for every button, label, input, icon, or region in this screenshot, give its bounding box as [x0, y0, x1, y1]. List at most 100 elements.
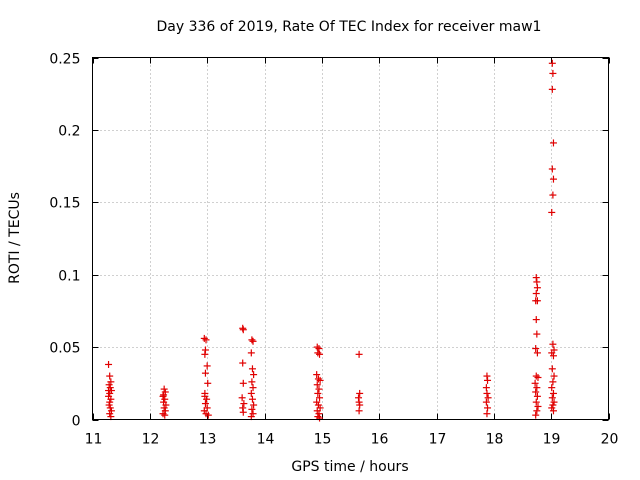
x-tick-label: 16: [371, 432, 389, 448]
data-point: [483, 389, 491, 397]
data-point: [316, 376, 324, 384]
data-point: [531, 379, 539, 387]
data-point: [201, 350, 209, 358]
data-point: [250, 371, 258, 379]
data-point: [532, 372, 540, 380]
plot-frame: [92, 57, 609, 420]
chart-title: Day 336 of 2019, Rate Of TEC Index for r…: [157, 19, 542, 35]
x-tick-label: 19: [543, 432, 561, 448]
y-axis-label: ROTI / TECUs: [7, 192, 23, 284]
data-point: [549, 340, 557, 348]
data-point: [482, 398, 490, 406]
x-tick-labels: 11 12 13 14 15 16 17 18 19 20: [85, 432, 619, 448]
data-point: [249, 337, 257, 345]
data-point: [548, 394, 556, 402]
data-point: [204, 379, 212, 387]
data-point: [105, 360, 113, 368]
x-tick-label: 13: [199, 432, 217, 448]
data-point: [355, 350, 363, 358]
data-point: [249, 384, 257, 392]
data-point: [532, 345, 540, 353]
data-point: [534, 374, 542, 382]
data-point: [548, 365, 556, 373]
data-point: [316, 350, 324, 358]
data-point: [532, 290, 540, 298]
data-point: [248, 378, 256, 386]
data-point: [548, 85, 556, 93]
data-point: [315, 385, 323, 393]
y-tick-label: 0.2: [58, 124, 80, 140]
y-tick-label: 0.1: [58, 269, 80, 285]
data-point: [314, 389, 322, 397]
data-point: [202, 336, 210, 344]
data-point: [248, 336, 256, 344]
data-point: [533, 297, 541, 305]
data-point: [201, 369, 209, 377]
data-point: [248, 395, 256, 403]
data-point: [239, 379, 247, 387]
data-point: [160, 391, 168, 399]
data-point: [549, 378, 557, 386]
data-point: [533, 284, 541, 292]
data-point: [533, 407, 541, 415]
data-point: [548, 165, 556, 173]
data-point: [533, 384, 541, 392]
data-point: [204, 411, 212, 419]
data-point: [548, 384, 556, 392]
data-point: [483, 410, 491, 418]
data-point: [313, 381, 321, 389]
data-point: [247, 349, 255, 357]
data-point: [316, 394, 324, 402]
data-point: [549, 389, 557, 397]
data-point: [106, 372, 114, 380]
data-point: [238, 394, 246, 402]
data-point: [239, 408, 247, 416]
data-point: [532, 316, 540, 324]
data-point: [533, 392, 541, 400]
data-point: [248, 405, 256, 413]
data-point: [355, 407, 363, 415]
data-point: [201, 392, 209, 400]
data-point: [356, 389, 364, 397]
data-point: [533, 349, 541, 357]
data-point: [159, 410, 167, 418]
data-point: [247, 413, 255, 421]
data-point: [532, 388, 540, 396]
data-point: [548, 59, 556, 67]
data-point: [239, 326, 247, 334]
x-tick-label: 14: [257, 432, 275, 448]
data-point: [240, 400, 248, 408]
grid-lines: [92, 57, 609, 420]
data-point: [203, 362, 211, 370]
data-point: [239, 359, 247, 367]
data-point: [549, 69, 557, 77]
data-point: [484, 394, 492, 402]
data-point: [201, 400, 209, 408]
data-point: [548, 208, 556, 216]
data-point: [549, 407, 557, 415]
data-point: [532, 411, 540, 419]
data-point: [533, 330, 541, 338]
x-tick-label: 15: [314, 432, 332, 448]
data-point: [549, 175, 557, 183]
y-tick-labels: 0 0.05 0.1 0.15 0.2 0.25: [49, 52, 80, 430]
x-tick-label: 20: [601, 432, 619, 448]
data-point: [247, 389, 255, 397]
x-tick-label: 18: [486, 432, 504, 448]
data-point: [248, 365, 256, 373]
data-point: [314, 413, 322, 421]
data-point: [107, 413, 115, 421]
data-points: [105, 59, 558, 422]
y-tick-label: 0.25: [49, 52, 80, 68]
data-point: [314, 349, 322, 357]
data-point: [313, 371, 321, 379]
data-point: [549, 352, 557, 360]
data-point: [161, 411, 169, 419]
data-point: [549, 139, 557, 147]
axis-ticks: [92, 57, 610, 421]
x-axis-label: GPS time / hours: [291, 459, 408, 475]
y-tick-label: 0.05: [49, 341, 80, 357]
data-point: [316, 414, 324, 422]
data-point: [314, 375, 322, 383]
